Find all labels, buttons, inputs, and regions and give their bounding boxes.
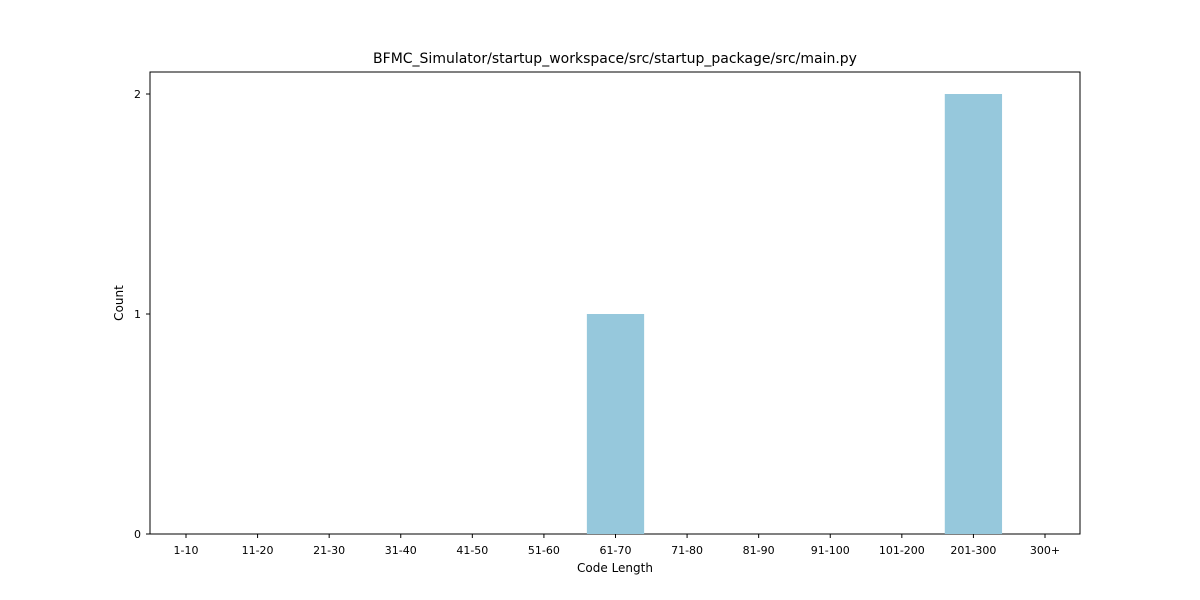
x-tick-label: 71-80 — [671, 544, 703, 557]
x-tick-label: 81-90 — [743, 544, 775, 557]
y-tick-label: 1 — [134, 308, 141, 321]
y-tick-label: 2 — [134, 88, 141, 101]
x-tick-label: 101-200 — [879, 544, 925, 557]
chart-title: BFMC_Simulator/startup_workspace/src/sta… — [373, 51, 857, 67]
y-axis-ticks: 0 1 2 — [134, 88, 150, 541]
x-axis-ticks: 1-10 11-20 21-30 31-40 41-50 51-60 61-70 71-80 8… — [174, 534, 1060, 557]
x-tick-label: 61-70 — [600, 544, 632, 557]
x-tick-label: 41-50 — [456, 544, 488, 557]
bars-group — [586, 94, 1003, 534]
x-tick-label: 21-30 — [313, 544, 345, 557]
x-tick-label: 51-60 — [528, 544, 560, 557]
x-axis-label: Code Length — [577, 561, 653, 575]
y-axis-label: Count — [112, 285, 126, 321]
x-tick-label: 201-300 — [950, 544, 996, 557]
x-tick-label: 1-10 — [174, 544, 199, 557]
x-tick-label: 91-100 — [811, 544, 850, 557]
bar-201-300 — [944, 94, 1003, 534]
plot-area: 1-10 11-20 21-30 31-40 41-50 51-60 61-70 71-80 8… — [134, 71, 1081, 557]
y-tick-label: 0 — [134, 528, 141, 541]
bar-61-70 — [586, 314, 645, 534]
x-tick-label: 31-40 — [385, 544, 417, 557]
x-tick-label: 300+ — [1030, 544, 1060, 557]
x-tick-label: 11-20 — [242, 544, 274, 557]
